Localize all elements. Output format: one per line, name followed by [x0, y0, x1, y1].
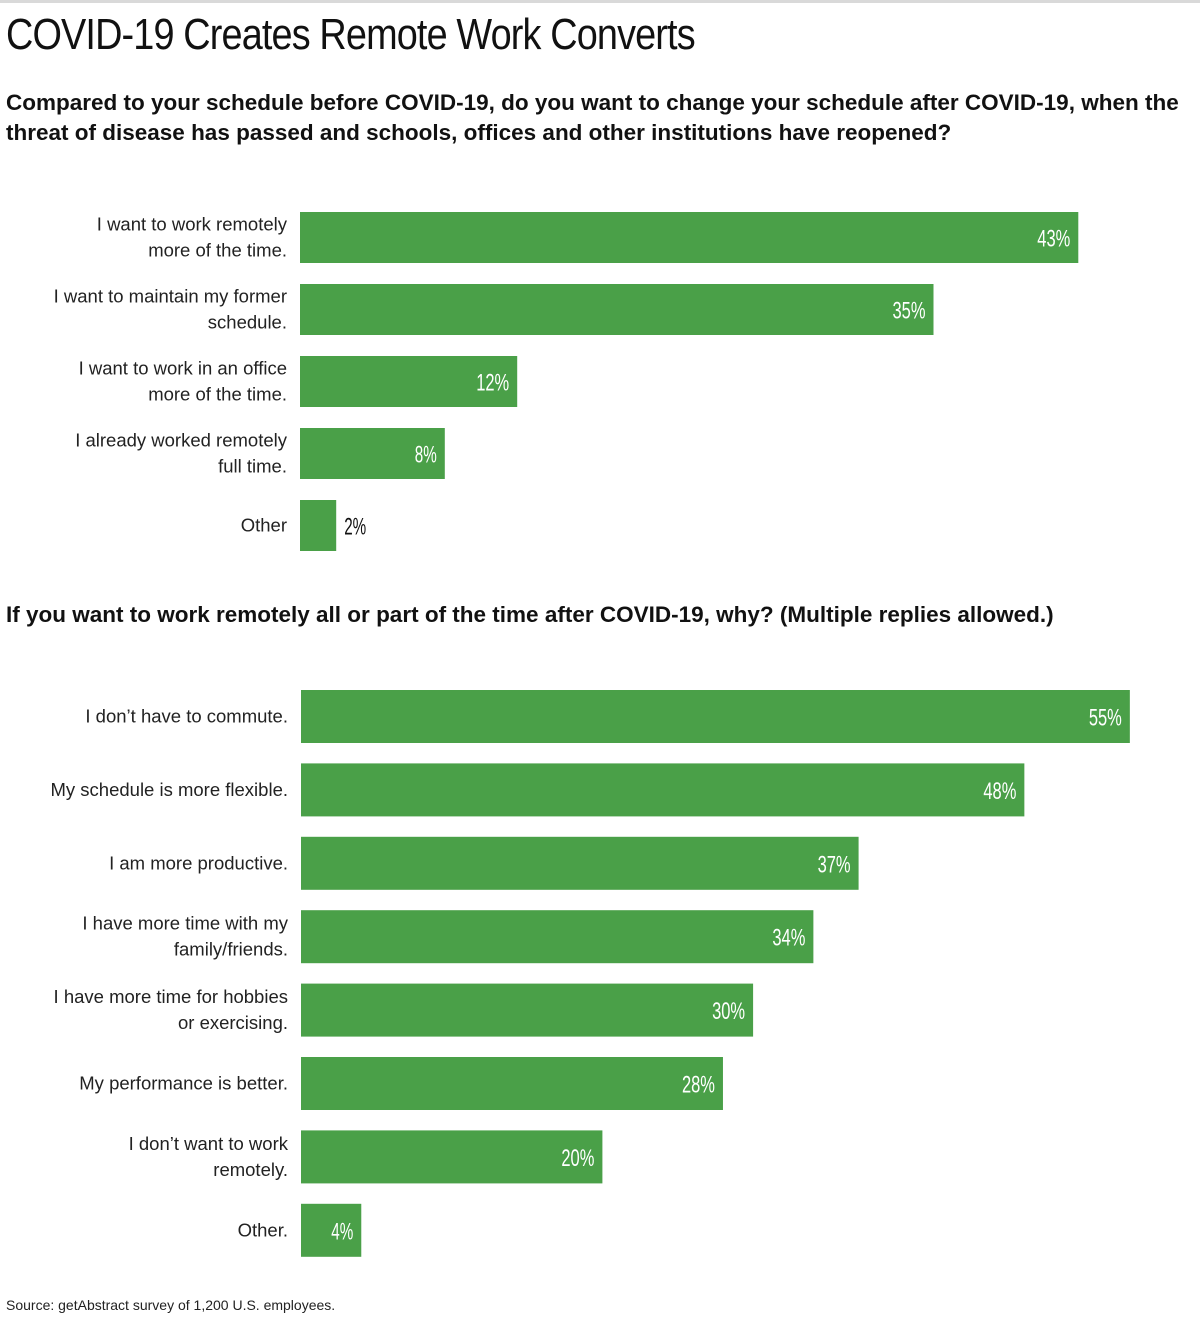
- chart2-bar-2: [301, 763, 1025, 817]
- chart1-category-label-4: I already worked remotely full time.: [75, 430, 288, 477]
- chart2-category-label-5: I have more time for hobbies or exercisin…: [54, 986, 288, 1033]
- chart1-category-label-2: I want to maintain my former schedule.: [54, 286, 287, 333]
- chart2-value-label-1: 55%: [1089, 705, 1122, 732]
- chart1-category-label-1: I want to work remotely more of the time.: [97, 214, 288, 261]
- chart2-value-label-4: 34%: [772, 925, 805, 952]
- chart2-bar-5: [301, 983, 754, 1037]
- chart2-category-label-1: I don’t have to commute.: [85, 706, 288, 727]
- chart1-bar-5: [300, 500, 337, 551]
- chart1-bar-4: [300, 428, 445, 479]
- chart2-value-label-3: 37%: [818, 851, 851, 878]
- chart2-category-label-3: I am more productive.: [109, 852, 288, 873]
- chart2-bar-3: [301, 836, 859, 890]
- chart2-value-label-7: 20%: [561, 1145, 594, 1172]
- chart1-value-label-3: 12%: [476, 370, 509, 397]
- chart2-bar-4: [301, 910, 814, 964]
- chart2-category-label-6: My performance is better.: [79, 1073, 288, 1094]
- page-title: COVID-19 Creates Remote Work Converts: [6, 10, 696, 59]
- chart1-svg: I want to work remotely more of the time.…: [54, 212, 1079, 551]
- chart2-svg: I don’t have to commute. 55% My schedule i…: [50, 690, 1130, 1257]
- chart2-value-label-8: 4%: [331, 1218, 353, 1245]
- chart1-bar-2: [300, 284, 934, 335]
- chart2-category-label-4: I have more time with my family/friends.: [82, 913, 288, 960]
- chart2-bar-7: [301, 1130, 603, 1184]
- chart1-schedule-preference: I want to work remotely more of the time.…: [0, 200, 1200, 560]
- chart2-category-label-7: I don’t want to work remotely.: [129, 1133, 289, 1180]
- chart2-category-label-2: My schedule is more flexible.: [50, 779, 288, 800]
- chart2-value-label-2: 48%: [983, 778, 1016, 805]
- chart2-remote-reasons: I don’t have to commute. 55% My schedule i…: [0, 678, 1200, 1278]
- source-note: Source: getAbstract survey of 1,200 U.S.…: [6, 1297, 336, 1313]
- chart2-question: If you want to work remotely all or part…: [6, 602, 1054, 627]
- chart2-bar-1: [301, 690, 1130, 743]
- chart1-value-label-5: 2%: [344, 514, 366, 541]
- top-rule: [0, 0, 1200, 3]
- chart1-bar-1: [300, 212, 1079, 263]
- chart2-value-label-5: 30%: [712, 998, 745, 1025]
- chart2-bar-6: [301, 1057, 723, 1110]
- chart2-value-label-6: 28%: [682, 1072, 715, 1099]
- chart1-category-label-3: I want to work in an office more of the t…: [79, 358, 287, 405]
- chart1-value-label-1: 43%: [1037, 226, 1070, 253]
- chart1-bar-3: [300, 356, 518, 407]
- chart1-category-label-5: Other: [241, 515, 287, 536]
- chart1-value-label-2: 35%: [893, 298, 926, 325]
- chart1-question: Compared to your schedule before COVID-1…: [6, 90, 1179, 145]
- chart1-value-label-4: 8%: [415, 442, 437, 469]
- chart2-category-label-8: Other.: [238, 1219, 288, 1240]
- chart2-bar-8: [301, 1203, 362, 1257]
